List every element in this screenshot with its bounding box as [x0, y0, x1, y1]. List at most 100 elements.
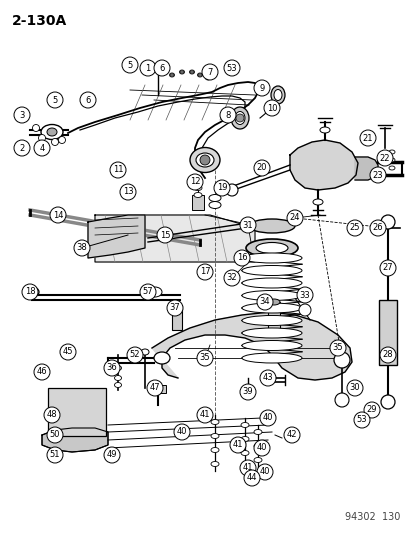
FancyBboxPatch shape	[48, 388, 106, 436]
Circle shape	[259, 410, 275, 426]
Circle shape	[120, 184, 136, 200]
Ellipse shape	[235, 111, 244, 125]
Ellipse shape	[206, 77, 209, 79]
Circle shape	[50, 207, 66, 223]
Ellipse shape	[211, 462, 218, 466]
Ellipse shape	[242, 341, 301, 351]
Ellipse shape	[190, 148, 219, 173]
Text: 2: 2	[19, 143, 24, 152]
Circle shape	[33, 125, 39, 132]
Circle shape	[202, 64, 218, 80]
Text: 6: 6	[85, 95, 90, 104]
Circle shape	[44, 407, 60, 423]
Ellipse shape	[209, 195, 221, 201]
Bar	[378, 300, 396, 365]
Ellipse shape	[240, 450, 248, 456]
Circle shape	[219, 107, 235, 123]
Circle shape	[104, 447, 120, 463]
Text: 50: 50	[50, 431, 60, 440]
Ellipse shape	[242, 265, 301, 276]
Ellipse shape	[319, 127, 329, 133]
Text: 27: 27	[382, 263, 392, 272]
Text: 9: 9	[259, 84, 264, 93]
Text: 38: 38	[76, 244, 87, 253]
Circle shape	[51, 139, 58, 146]
Ellipse shape	[286, 434, 296, 441]
Circle shape	[110, 162, 126, 178]
Circle shape	[22, 284, 38, 300]
Circle shape	[197, 407, 212, 423]
Ellipse shape	[195, 153, 214, 167]
Circle shape	[235, 114, 243, 122]
Circle shape	[379, 347, 395, 363]
Text: 39: 39	[242, 387, 253, 397]
Text: 34: 34	[259, 297, 270, 306]
Text: 30: 30	[349, 384, 359, 392]
Text: 42: 42	[286, 431, 297, 440]
Ellipse shape	[240, 437, 248, 441]
Circle shape	[254, 440, 269, 456]
Circle shape	[187, 174, 202, 190]
Ellipse shape	[180, 71, 183, 73]
Circle shape	[38, 134, 45, 141]
Text: 23: 23	[372, 171, 382, 180]
Circle shape	[199, 155, 209, 165]
Ellipse shape	[273, 90, 281, 101]
Circle shape	[197, 264, 212, 280]
Ellipse shape	[211, 448, 218, 453]
Polygon shape	[354, 157, 377, 180]
Ellipse shape	[254, 457, 261, 463]
Polygon shape	[88, 215, 145, 258]
Circle shape	[104, 360, 120, 376]
Circle shape	[147, 380, 163, 396]
Circle shape	[47, 427, 63, 443]
Circle shape	[225, 184, 237, 196]
Circle shape	[286, 210, 302, 226]
Text: 32: 32	[226, 273, 237, 282]
Circle shape	[254, 160, 269, 176]
Text: 11: 11	[112, 166, 123, 174]
Circle shape	[254, 80, 269, 96]
Text: 3: 3	[19, 110, 25, 119]
Text: 52: 52	[129, 351, 140, 359]
Ellipse shape	[154, 352, 170, 364]
Circle shape	[34, 364, 50, 380]
Circle shape	[363, 402, 379, 418]
Circle shape	[233, 250, 249, 266]
Ellipse shape	[242, 278, 301, 288]
Text: 18: 18	[25, 287, 35, 296]
Text: 51: 51	[50, 450, 60, 459]
Circle shape	[47, 92, 63, 108]
Circle shape	[298, 304, 310, 316]
Circle shape	[243, 470, 259, 486]
Circle shape	[223, 270, 240, 286]
Text: 22: 22	[379, 154, 389, 163]
Text: 46: 46	[37, 367, 47, 376]
Circle shape	[334, 393, 348, 407]
Bar	[150, 385, 166, 393]
Circle shape	[34, 140, 50, 156]
Text: 45: 45	[63, 348, 73, 357]
Ellipse shape	[141, 349, 149, 355]
Circle shape	[240, 384, 255, 400]
Text: 29: 29	[366, 406, 376, 415]
Text: 19: 19	[216, 183, 227, 192]
Text: 35: 35	[199, 353, 210, 362]
Text: 12: 12	[189, 177, 200, 187]
Ellipse shape	[248, 219, 294, 233]
Ellipse shape	[240, 423, 248, 427]
Ellipse shape	[254, 443, 261, 448]
Text: 14: 14	[52, 211, 63, 220]
Circle shape	[369, 167, 385, 183]
Ellipse shape	[242, 328, 301, 338]
Ellipse shape	[194, 180, 202, 184]
Circle shape	[329, 340, 345, 356]
Text: 49: 49	[107, 450, 117, 459]
Text: 53: 53	[356, 416, 366, 424]
Text: 5: 5	[127, 61, 132, 69]
Ellipse shape	[242, 303, 301, 313]
Text: 41: 41	[242, 464, 253, 472]
Text: 20: 20	[256, 164, 267, 173]
Text: 36: 36	[107, 364, 117, 373]
Text: 43: 43	[262, 374, 273, 383]
